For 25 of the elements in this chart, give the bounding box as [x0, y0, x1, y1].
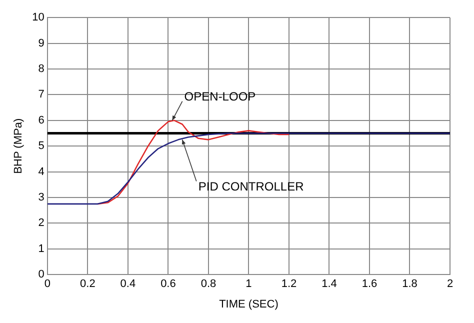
y-tick-label: 3: [38, 192, 44, 204]
annotation: PID CONTROLLER: [198, 180, 304, 194]
annotation: OPEN-LOOP: [184, 90, 256, 104]
y-tick-label: 9: [38, 37, 44, 50]
y-tick-label: 6: [38, 114, 44, 126]
y-tick-label: 5: [38, 140, 44, 152]
x-axis-title: TIME (SEC): [219, 298, 278, 310]
x-tick-label: 2: [446, 278, 454, 290]
x-tick-label: 1.2: [281, 278, 297, 290]
y-tick-label: 4: [38, 166, 44, 178]
x-tick-label: 1.8: [402, 278, 418, 290]
x-tick-label: 0.6: [160, 278, 176, 290]
x-tick-label: 0.4: [120, 278, 136, 290]
x-tick-label: 1: [246, 278, 252, 290]
y-tick-label: 8: [38, 63, 44, 76]
x-tick-label: 1.6: [362, 278, 378, 290]
x-tick-label: 0.2: [80, 278, 96, 290]
y-tick-label: 1: [38, 242, 44, 255]
y-tick-label: 2: [38, 217, 44, 230]
y-tick-label: 0: [38, 268, 44, 281]
x-tick-label: 1.4: [322, 278, 337, 290]
y-tick-label: 7: [38, 88, 44, 101]
x-tick-label: 0.8: [200, 278, 216, 290]
y-axis-title: BHP (MPa): [12, 118, 25, 174]
y-tick-label: 10: [32, 12, 44, 24]
